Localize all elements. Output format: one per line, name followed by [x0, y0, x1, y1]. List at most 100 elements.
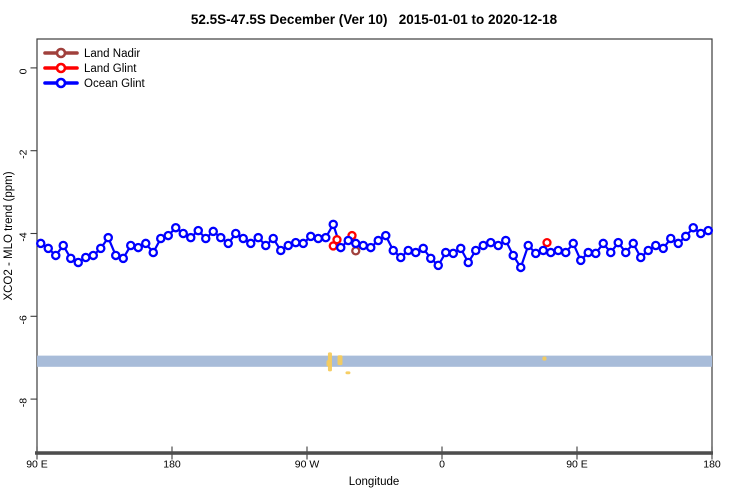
ocean-glint-point — [591, 248, 601, 259]
x-tick-label: 180 — [703, 459, 721, 471]
legend-label-land-glint: Land Glint — [84, 63, 137, 75]
ocean-glint-point — [621, 247, 631, 258]
ocean-glint-point — [343, 235, 353, 246]
ocean-glint-point — [73, 257, 84, 268]
ocean-glint-point — [696, 228, 706, 239]
land-glint-point — [542, 237, 552, 248]
ocean-glint-point — [290, 237, 301, 248]
ocean-glint-point — [350, 238, 361, 249]
reference-band — [37, 355, 712, 367]
ocean-glint-point — [425, 253, 436, 264]
ocean-glint-point — [658, 243, 669, 254]
ocean-glint-point — [576, 255, 586, 266]
ocean-glint-point — [448, 248, 458, 259]
legend-item-land-nadir: Land Nadir — [43, 47, 140, 60]
land-nadir-marker-icon — [55, 47, 67, 59]
ocean-glint-point — [606, 247, 616, 258]
land-nadir-point — [351, 246, 361, 256]
legend: Land Nadir Land Glint Ocean Glint — [43, 47, 146, 90]
ocean-glint-point — [358, 240, 368, 251]
ocean-glint-point — [253, 232, 263, 243]
chart-layer — [36, 219, 714, 273]
x-tick-label: 90 E — [566, 459, 588, 471]
ocean-glint-point — [433, 260, 443, 271]
y-tick-label: -2 — [18, 149, 30, 158]
legend-item-land-glint: Land Glint — [43, 62, 137, 75]
ocean-glint-point — [133, 242, 143, 253]
ocean-glint-point — [36, 238, 46, 249]
legend-item-ocean-glint: Ocean Glint — [43, 77, 146, 90]
band-layer — [37, 352, 712, 375]
ocean-glint-point — [403, 245, 413, 256]
ocean-glint-point — [666, 233, 676, 244]
y-tick-label: -8 — [18, 398, 30, 407]
ocean-glint-point — [43, 243, 54, 254]
ocean-glint-point — [365, 242, 376, 253]
ocean-glint-point — [493, 240, 503, 251]
yellow-mark — [345, 371, 351, 375]
ocean-glint-point — [470, 245, 481, 256]
ocean-glint-point — [96, 243, 106, 254]
yellow-mark — [542, 356, 547, 361]
ocean-glint-point — [298, 238, 308, 249]
ocean-glint-point — [305, 231, 316, 242]
ocean-glint-point — [215, 232, 226, 243]
ocean-glint-point — [523, 240, 534, 251]
ocean-glint-point — [628, 238, 639, 249]
x-tick-label: 90 W — [295, 459, 320, 471]
ocean-glint-point — [508, 250, 518, 261]
ocean-glint-point — [163, 230, 173, 241]
ocean-glint-point — [66, 253, 76, 264]
ocean-glint-point — [410, 247, 421, 258]
ocean-glint-point — [643, 245, 654, 256]
ocean-glint-point — [58, 240, 69, 251]
ocean-glint-point — [200, 233, 211, 244]
land-glint-point — [332, 235, 342, 245]
ocean-glint-point — [546, 247, 556, 258]
ocean-glint-marker-icon — [55, 77, 67, 89]
ocean-glint-point — [223, 238, 233, 249]
ocean-glint-point — [688, 222, 699, 233]
ocean-glint-point — [268, 233, 278, 244]
land-glint-marker-icon — [55, 62, 67, 74]
ocean-glint-point — [81, 252, 91, 263]
ocean-glint-point — [193, 225, 203, 236]
x-tick-label: 0 — [439, 459, 445, 471]
ocean-glint-point — [463, 257, 473, 268]
ocean-glint-point — [320, 232, 331, 243]
x-tick-label: 180 — [163, 459, 181, 471]
ocean-glint-point — [455, 243, 466, 254]
ocean-glint-point — [373, 235, 383, 246]
ocean-glint-point — [485, 237, 496, 248]
legend-label-land-nadir: Land Nadir — [84, 48, 140, 60]
axis-ticks: 90 E 180 90 W 0 90 E 180 0 -2 -4 -6 -8 — [18, 67, 721, 471]
ocean-glint-point — [500, 235, 511, 246]
ocean-glint-point — [230, 228, 241, 239]
x-tick-label: 90 E — [26, 459, 48, 471]
ocean-glint-point — [140, 238, 151, 249]
ocean-glint-point — [380, 230, 391, 241]
yellow-mark — [337, 355, 343, 366]
ocean-glint-point — [103, 232, 114, 243]
ocean-glint-point — [275, 245, 286, 256]
ocean-glint-point — [598, 238, 609, 249]
ocean-glint-point — [155, 233, 166, 244]
y-axis-title: XCO2 - MLO trend (ppm) — [3, 171, 15, 300]
ocean-glint-point — [335, 242, 346, 253]
legend-label-ocean-glint: Ocean Glint — [84, 78, 146, 90]
ocean-glint-point — [681, 231, 691, 242]
yellow-mark — [327, 352, 332, 372]
y-tick-label: 0 — [18, 68, 30, 74]
ocean-glint-point — [561, 247, 571, 258]
ocean-glint-point — [178, 228, 188, 239]
ocean-glint-point — [328, 219, 338, 230]
ocean-glint-point — [170, 222, 181, 233]
ocean-glint-point — [245, 238, 256, 249]
ocean-glint-point — [440, 247, 451, 258]
x-axis-title: Longitude — [349, 476, 400, 488]
ocean-glint-point — [651, 240, 661, 251]
chart-title: 52.5S-47.5S December (Ver 10) 2015-01-01… — [191, 12, 558, 27]
ocean-glint-point — [260, 240, 271, 251]
ocean-glint-point — [568, 238, 579, 249]
